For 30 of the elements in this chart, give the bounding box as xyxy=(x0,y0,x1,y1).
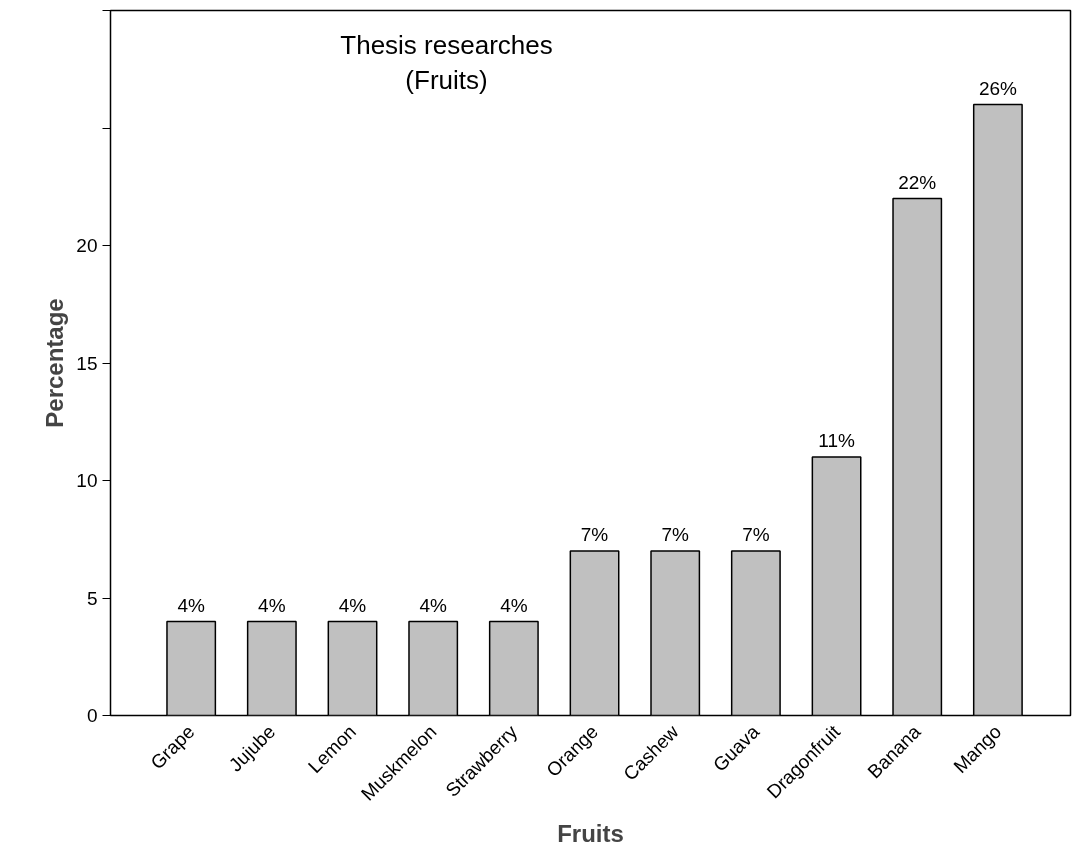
y-axis-title: Percentage xyxy=(41,298,69,428)
data-label: 26% xyxy=(978,77,1018,99)
data-label: 4% xyxy=(500,594,528,616)
data-label: 7% xyxy=(742,524,770,545)
bar xyxy=(569,550,620,716)
data-label: 4% xyxy=(419,594,448,616)
data-label: 4% xyxy=(177,594,206,616)
bar xyxy=(811,456,862,716)
data-label: 22% xyxy=(898,171,937,193)
bar xyxy=(246,620,297,716)
text: Thesis researches (Fruits) xyxy=(340,29,553,96)
data-label: 4% xyxy=(338,594,367,616)
bar xyxy=(327,620,378,716)
bar xyxy=(488,620,539,716)
y-tick-label: 10 xyxy=(76,470,98,491)
y-tick-label: 0 xyxy=(86,705,98,726)
y-tick-label: 15 xyxy=(76,352,98,374)
y-tick-label: 20 xyxy=(76,235,98,256)
bar xyxy=(730,550,781,716)
data-label: 7% xyxy=(661,524,690,545)
bar xyxy=(650,550,701,716)
bar xyxy=(408,620,459,716)
bar xyxy=(892,197,943,716)
x-axis-title: Fruits xyxy=(557,820,624,848)
data-label: 7% xyxy=(580,524,609,545)
y-tick-label: 5 xyxy=(86,587,98,609)
data-label: 11% xyxy=(818,430,855,451)
bar xyxy=(166,620,217,716)
data-label: 4% xyxy=(258,594,286,616)
bar xyxy=(972,103,1023,716)
